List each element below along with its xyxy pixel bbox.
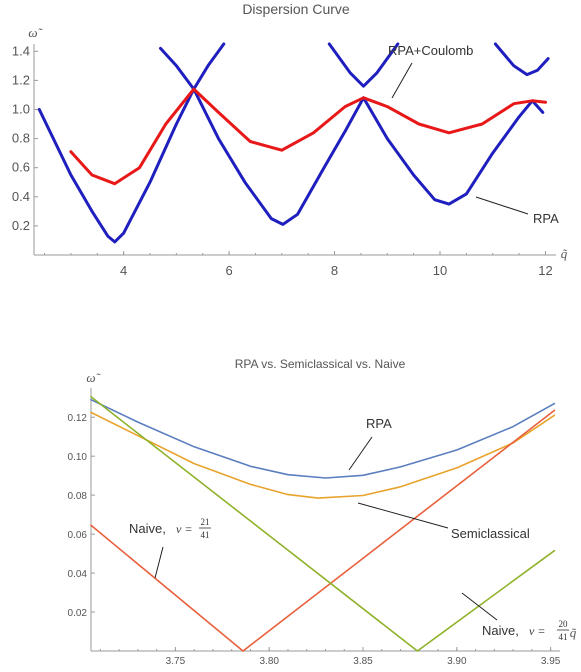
series-line-rpa: [362, 96, 545, 206]
series-line-rpa: [37, 87, 196, 244]
fraction-denominator: 41: [559, 632, 568, 642]
y-tick-label: 1.2: [12, 72, 30, 87]
annotation-semiclassical: Semiclassical: [451, 526, 530, 541]
x-tick-label: 6: [225, 263, 232, 278]
y-axis-label: ω̃: [28, 25, 43, 40]
x-tick-label: 3.80: [259, 656, 279, 667]
series-line-rpa: [90, 398, 556, 479]
y-tick-label: 0.2: [12, 218, 30, 233]
series-group: [37, 42, 550, 244]
chart-title: Dispersion Curve: [242, 1, 350, 17]
nu-symbol: ν =: [176, 522, 192, 536]
naive-label: Naive,: [482, 623, 519, 638]
y-tick-label: 1.0: [12, 101, 30, 116]
annotation-rpa-coulomb: RPA+Coulomb: [388, 43, 473, 58]
callout-line: [475, 196, 529, 215]
x-tick-label: 3.75: [166, 656, 186, 667]
series-line-rpa: [159, 42, 226, 91]
annotation-rpa: RPA: [533, 211, 559, 226]
callout-line: [461, 592, 498, 621]
series-line-naive-21-41: [90, 409, 556, 652]
tick-group: 4 6 8 10 12 0.2 0.4 0.6 0.8 1.0 1.2 1.4: [12, 43, 553, 278]
annotation-naive-21-41: Naive, ν = 21 41: [129, 517, 211, 579]
x-tick-label: 12: [538, 263, 552, 278]
y-tick-label: 1.4: [12, 43, 30, 58]
naive-label: Naive,: [129, 521, 166, 536]
nu-symbol: ν =: [529, 624, 545, 638]
y-tick-label: 0.10: [68, 452, 88, 463]
y-tick-label: 0.4: [12, 189, 30, 204]
y-tick-label: 0.8: [12, 131, 30, 146]
series-line-naive-20-41: [90, 396, 556, 652]
x-axis-label: q̃: [561, 246, 568, 261]
y-tick-label: 0.02: [68, 608, 88, 619]
series-line-rpa-coulomb: [69, 87, 547, 186]
y-tick-label: 0.12: [68, 413, 88, 424]
chart-comparison: RPA vs. Semiclassical vs. Naive ω̃ q̃ 3.…: [68, 357, 578, 667]
callout-line: [391, 62, 413, 99]
y-tick-label: 0.6: [12, 160, 30, 175]
callout-line: [348, 436, 373, 471]
y-axis-label: ω̃: [86, 370, 101, 385]
series-line-semiclassical: [90, 411, 556, 499]
chart-title: RPA vs. Semiclassical vs. Naive: [235, 357, 406, 371]
y-tick-label: 0.08: [68, 491, 88, 502]
fraction-numerator: 21: [201, 517, 210, 527]
fraction-numerator: 20: [559, 619, 569, 629]
x-tick-label: 8: [331, 263, 338, 278]
y-tick-label: 0.04: [68, 569, 88, 580]
annotation-naive-20-41: Naive, ν = 20 41: [461, 592, 569, 642]
x-tick-label: 3.85: [353, 656, 373, 667]
x-tick-label: 3.90: [447, 656, 467, 667]
series-line-rpa: [192, 87, 365, 226]
annotation-rpa: RPA: [366, 416, 392, 431]
callout-line: [357, 502, 449, 529]
fraction-denominator: 41: [201, 530, 210, 540]
tick-group: 3.75 3.80 3.85 3.90 3.95 0.02 0.04 0.06 0.08 0.10…: [68, 413, 561, 667]
chart-dispersion: Dispersion Curve ω̃ q̃ 4 6 8 10 12 0.2 0.4 0.6 0…: [12, 1, 568, 278]
y-tick-label: 0.06: [68, 530, 88, 541]
series-line-rpa: [327, 42, 400, 88]
x-tick-label: 4: [120, 263, 127, 278]
series-group: [90, 396, 556, 652]
callout-line: [154, 546, 164, 579]
x-axis-label: q̃: [570, 625, 577, 640]
x-tick-label: 10: [433, 263, 447, 278]
series-line-rpa: [493, 42, 550, 77]
x-tick-label: 3.95: [541, 656, 561, 667]
